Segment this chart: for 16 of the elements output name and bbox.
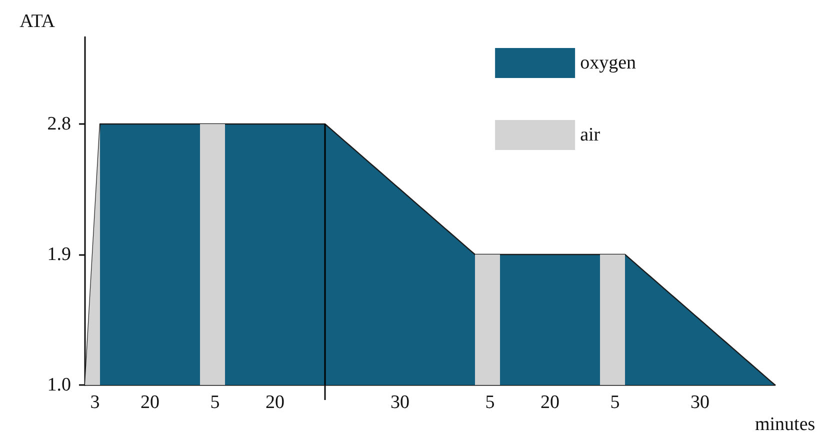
x-tick-label: 5 <box>485 392 495 413</box>
y-tick-label: 1.0 <box>47 374 71 396</box>
x-tick-label: 30 <box>390 392 410 413</box>
x-tick-label: 20 <box>540 392 560 413</box>
y-axis-title: ATA <box>20 11 56 32</box>
legend-label: air <box>580 124 601 146</box>
x-tick-label: 30 <box>690 392 710 413</box>
legend-label: oxygen <box>580 52 636 74</box>
x-tick-label: 5 <box>210 392 220 413</box>
x-tick-label: 5 <box>610 392 620 413</box>
x-tick-label: 20 <box>140 392 160 413</box>
x-tick-label: 3 <box>90 392 100 413</box>
x-axis-title: minutes <box>755 414 816 434</box>
x-tick-label: 20 <box>266 392 284 413</box>
y-tick-label: 2.8 <box>47 114 71 134</box>
y-tick-label: 1.9 <box>47 244 71 265</box>
